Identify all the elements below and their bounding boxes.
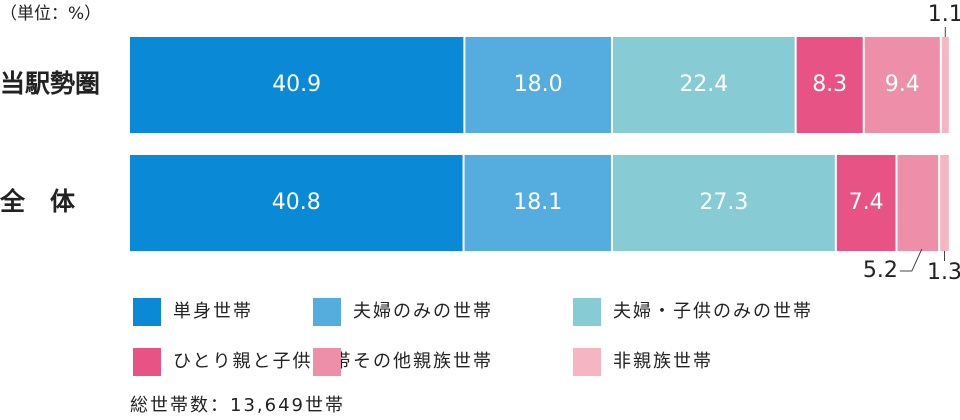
value-label: 18.0: [514, 72, 563, 97]
value-label: 1.1: [928, 2, 960, 27]
bar-segment: [130, 37, 464, 133]
bar-segment: [796, 37, 863, 133]
bar-segment: [941, 37, 949, 133]
bar-segment: [612, 155, 835, 251]
bar-segment: [836, 155, 896, 251]
value-label: 18.1: [513, 190, 562, 215]
unit-label: （単位：%）: [0, 4, 101, 24]
legend-label: ひとり親と子供世帯: [173, 351, 352, 372]
legend-swatch: [313, 298, 341, 326]
legend-label: 夫婦のみの世帯: [353, 301, 493, 322]
legend-swatch: [573, 298, 601, 326]
value-label: 8.3: [812, 72, 847, 97]
value-label: 27.3: [699, 190, 748, 215]
bar-segment: [940, 155, 949, 251]
bar-segment: [612, 37, 795, 133]
value-label: 5.2: [863, 258, 898, 283]
value-label: 40.8: [272, 190, 321, 215]
bar-segment: [465, 37, 611, 133]
bar-segment: [130, 155, 463, 251]
leader-line: [899, 248, 923, 272]
bar-segment: [464, 155, 611, 251]
bar-segment: [864, 37, 940, 133]
legend-swatch: [573, 348, 601, 376]
legend-label: その他親族世帯: [353, 351, 493, 372]
value-label: 40.9: [272, 72, 321, 97]
legend-label: 単身世帯: [173, 301, 253, 322]
value-label: 1.3: [927, 260, 960, 285]
category-label: 当駅勢圏: [0, 69, 100, 98]
value-label: 9.4: [885, 72, 920, 97]
legend-swatch: [133, 298, 161, 326]
legend-swatch: [133, 348, 161, 376]
bar-segment: [897, 155, 939, 251]
legend-swatch: [313, 348, 341, 376]
note: 総世帯数：13,649世帯: [130, 395, 345, 416]
category-label: 全 体: [0, 187, 76, 216]
legend-label: 夫婦・子供のみの世帯: [613, 301, 813, 322]
value-label: 22.4: [679, 72, 728, 97]
legend-label: 非親族世帯: [613, 351, 713, 372]
value-label: 7.4: [849, 190, 884, 215]
